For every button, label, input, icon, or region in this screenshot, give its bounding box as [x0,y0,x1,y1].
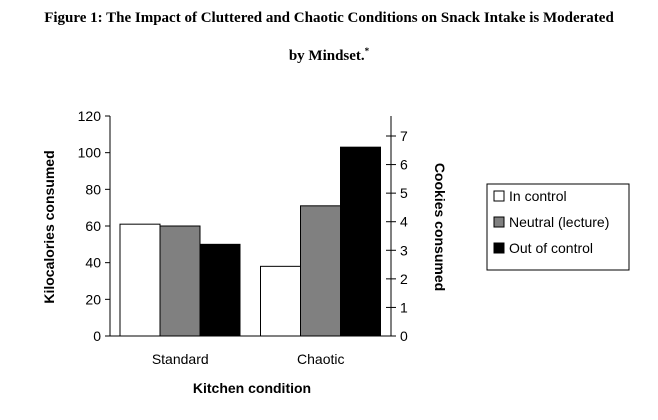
y-tick-label-right: 5 [400,185,408,201]
bar-neutral-lecture-standard [159,225,201,337]
y-tick-label-right: 4 [400,214,408,230]
y-tick-label-left: 60 [85,218,101,234]
legend: In control Neutral (lecture) Out of contro… [486,183,630,271]
legend-swatch [493,216,505,228]
y-tick-label-right: 0 [400,328,408,344]
bar-neutral-lecture-chaotic [300,205,341,337]
y-tick-label-left: 0 [93,328,101,344]
bar-in-control-chaotic [260,265,301,337]
y-axis-title-left: Kilocalories consumed [41,150,57,303]
bar-out-of-control-chaotic [340,146,381,337]
legend-border [486,183,630,271]
y-tick-label-left: 80 [85,181,101,197]
x-tick-labels: Standard Chaotic [152,351,345,367]
y-ticks-right: 0 1 2 3 4 5 6 7 [386,128,408,344]
x-tick-label: Standard [152,351,209,367]
legend-label: Out of control [509,240,593,256]
y-axis-title-right: Cookies consumed [432,163,448,291]
y-tick-label-left: 120 [78,108,102,124]
y-tick-label-left: 100 [78,145,102,161]
y-ticks-left: 0 20 40 60 80 100 120 [78,108,110,344]
figure-title-continued: by Mindset. [288,48,365,64]
y-tick-label-right: 7 [400,128,408,144]
figure-title-line-2: by Mindset.* [0,46,658,65]
footnote-mark: * [364,46,370,56]
legend-swatch [493,190,505,202]
bar-in-control-standard [119,223,161,337]
x-axis-title: Kitchen condition [193,380,311,396]
y-tick-label-right: 3 [400,242,408,258]
y-tick-label-left: 20 [85,291,101,307]
legend-swatch [493,242,505,254]
y-tick-label-right: 6 [400,157,408,173]
legend-label: Neutral (lecture) [509,214,609,230]
y-tick-label-right: 2 [400,271,408,287]
legend-items: In control Neutral (lecture) Out of contro… [493,188,609,256]
bars-group [119,146,381,337]
y-tick-label-left: 40 [85,255,101,271]
y-tick-label-right: 1 [400,299,408,315]
figure-title: Figure 1: The Impact of Cluttered and Ch… [44,10,614,26]
legend-label: In control [509,188,567,204]
x-tick-label: Chaotic [297,351,344,367]
bar-out-of-control-standard [199,243,241,337]
